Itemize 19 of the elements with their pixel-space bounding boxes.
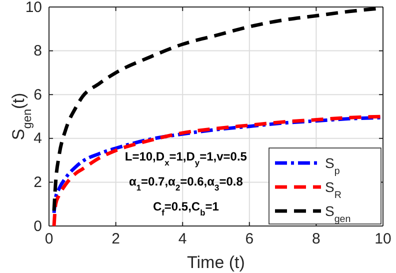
legend-label: S$_{gen}$ bbox=[325, 203, 351, 224]
annotation: C$_{f}$=0.5,C$_{b}$=1 bbox=[152, 199, 220, 218]
x-tick-label: 8 bbox=[312, 230, 320, 248]
y-tick-label: 8 bbox=[34, 42, 42, 60]
legend-label: S$_{R}$ bbox=[325, 179, 342, 200]
x-tick-label: 0 bbox=[44, 230, 54, 248]
annotation: α$_{1}$=0.7,α$_{2}$=0.6,α$_{3}$=0.8 bbox=[128, 174, 244, 192]
y-tick-label: 10 bbox=[25, 0, 42, 16]
legend-label: S$_{p}$ bbox=[325, 155, 340, 176]
x-tick-label: 6 bbox=[245, 230, 254, 248]
y-tick-label: 6 bbox=[34, 86, 42, 104]
x-tick-label: 10 bbox=[374, 230, 392, 248]
annotation: L=10,D$_{x}$=1,D$_{y}$=1,v=0.5 bbox=[124, 149, 248, 168]
x-tick-label: 4 bbox=[178, 230, 187, 248]
y-tick-label: 2 bbox=[34, 174, 42, 191]
x-axis-title: Time (t) bbox=[187, 253, 245, 272]
x-tick-label: 2 bbox=[112, 230, 120, 248]
y-tick-label: 4 bbox=[34, 130, 42, 148]
y-tick-label: 0 bbox=[34, 218, 42, 235]
